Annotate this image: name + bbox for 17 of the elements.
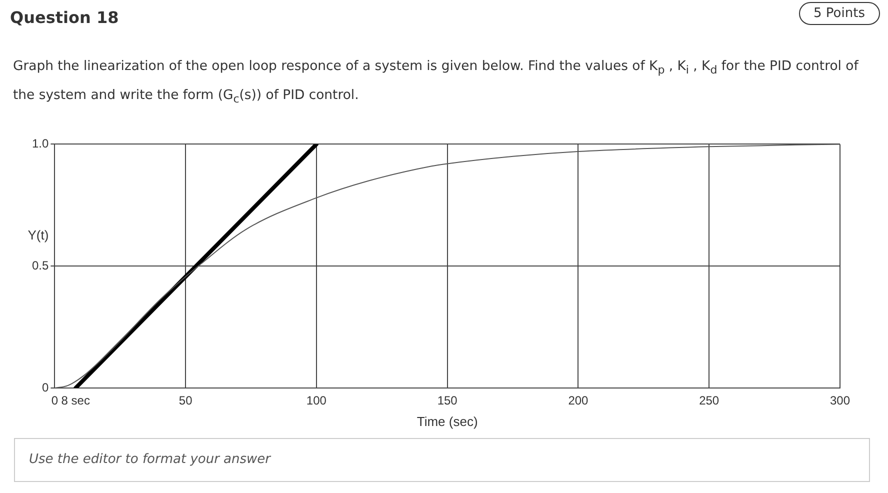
text: Graph the linearization of the open loop responce of a system is given below. Find the values of K$_{p}$ , K$_{i}$ , K$_{d}$ for the PID control of the system and write the form (G$_{c}$(s)) of PID control. xyxy=(13,59,858,106)
x-tick-label: 8 sec xyxy=(61,394,90,408)
x-tick-label: 100 xyxy=(306,394,327,408)
x-tick-label: 300 xyxy=(830,394,850,408)
x-tick-label: 0 xyxy=(51,394,58,408)
x-tick-label: 200 xyxy=(568,394,589,408)
chart-title: Question 18 xyxy=(10,8,119,27)
x-tick-label: 150 xyxy=(437,394,458,408)
x-axis-title: Time (sec) xyxy=(416,414,478,429)
y-tick-label: 0 xyxy=(42,380,49,394)
y-tick-label: 1.0 xyxy=(32,136,49,151)
x-tick-label: 50 xyxy=(178,394,193,408)
text: Use the editor to format your answer xyxy=(14,438,870,482)
y-tick-label: 0.5 xyxy=(32,258,49,272)
text: 5 Points xyxy=(798,2,880,25)
x-tick-label: 250 xyxy=(699,394,720,408)
y-axis-title: Y(t) xyxy=(28,228,49,243)
